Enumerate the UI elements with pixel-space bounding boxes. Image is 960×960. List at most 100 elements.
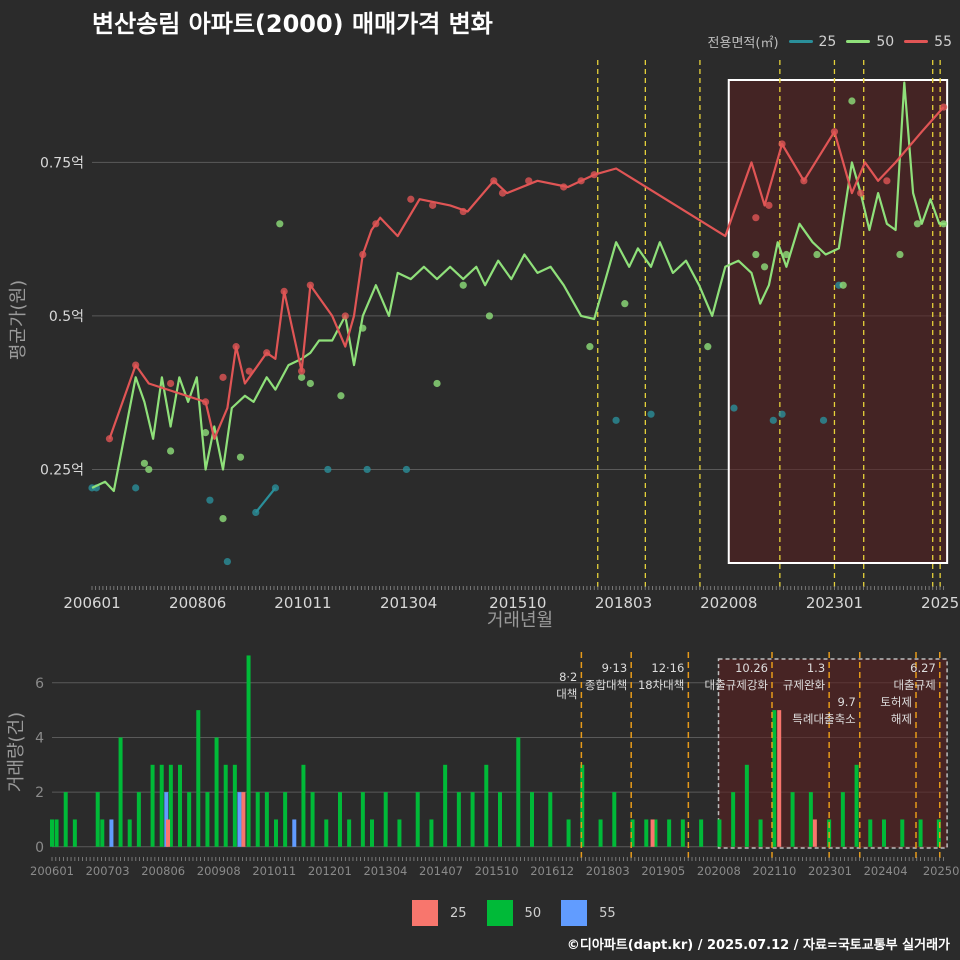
bar-25 [812,819,817,847]
point-25 [206,496,214,504]
bar-50 [936,819,941,847]
bar-50 [100,819,105,847]
bar-50 [383,792,388,847]
legend-bottom-swatch-50 [486,900,513,926]
policy-label: 10.26 [735,661,768,675]
bar-50 [653,819,658,847]
point-55 [752,214,760,222]
bar-x-tick-label: 201011 [252,864,296,878]
bar-x-tick-label: 200806 [141,864,185,878]
bar-x-tick-label: 201407 [419,864,463,878]
bar-50 [397,819,402,847]
series-line-25 [254,487,277,514]
bar-x-tick-label: 201803 [586,864,630,878]
point-25 [402,465,411,474]
point-50 [586,343,594,351]
legend-bottom-swatch-55 [561,900,588,926]
point-50 [704,343,712,351]
point-25 [730,404,738,412]
chart-title: 변산송림 아파트(2000) 매매가격 변화 [92,10,493,38]
bar-50 [214,737,219,847]
bar-50 [310,792,315,847]
point-50 [298,373,306,381]
bar-50 [429,819,434,847]
point-50 [485,312,494,320]
point-55 [167,379,175,388]
bar-50 [63,792,68,847]
x-tick-label: 200806 [169,594,226,612]
point-50 [236,453,245,461]
point-50 [306,379,314,388]
policy-label: 종합대책 [585,678,627,692]
point-55 [245,367,253,375]
point-50 [839,281,847,289]
bar-50 [50,819,54,847]
bar-55 [292,819,297,847]
bar-50 [370,819,374,847]
point-50 [219,514,227,523]
bar-50 [283,792,288,847]
y-tick-label: 0.5억 [49,309,84,325]
policy-label: 6.27 [910,661,936,675]
bar-50 [470,792,475,847]
point-25 [778,410,786,418]
bar-50 [530,792,534,847]
point-25 [612,416,620,424]
bar-50 [205,792,210,847]
bar-50 [324,819,329,847]
point-55 [429,201,437,209]
bar-50 [196,710,201,847]
legend-item-25: 25 [788,34,836,50]
bar-50 [772,710,777,847]
point-55 [883,177,891,185]
point-50 [782,250,791,259]
policy-label: 18차대책 [638,678,684,692]
x-tick-label: 202301 [806,594,863,612]
footer-credit: ©디아파트(dapt.kr) / 2025.07.12 / 자료=국토교통부 실… [566,938,950,953]
point-25 [819,416,828,424]
point-55 [341,312,349,320]
bar-50 [187,792,192,847]
x-tick-label: 201304 [380,594,437,612]
bar-50 [347,819,352,847]
bar-50 [498,792,502,847]
bar-50 [731,792,736,847]
legend-title: 전용면적(㎡) [707,36,779,51]
bar-50 [338,792,342,847]
bar-55 [109,819,114,847]
x-axis-title: 거래년월 [487,610,553,631]
point-50 [459,281,467,289]
bar-50 [223,764,228,847]
point-55 [219,373,227,381]
point-50 [201,429,210,437]
x-tick-label: 202008 [700,594,757,612]
bar-x-tick-label: 201304 [363,864,407,878]
bar-y-tick-label: 2 [35,785,44,801]
bar-x-tick-label: 200908 [197,864,241,878]
policy-label: 1.3 [807,661,825,675]
bar-50 [840,792,845,847]
point-50 [337,392,345,400]
bar-50 [232,764,237,847]
policy-label: 대책 [556,687,577,701]
policy-label: 토허제 [880,695,912,709]
bar-25 [777,710,782,847]
legend-item-55: 55 [904,34,952,50]
bar-50 [758,819,763,847]
bar-x-tick-label: 202008 [697,864,741,878]
bar-x-tick-label: 202404 [864,864,908,878]
highlight-box [727,79,949,564]
bar-50 [118,737,123,847]
bar-50 [178,764,182,847]
bar-x-tick-label: 200703 [86,864,130,878]
legend-swatch-50 [846,40,871,43]
point-50 [752,250,760,259]
bar-x-tick-label: 201612 [530,864,574,878]
point-50 [913,220,922,228]
bar-x-tick-label: 201905 [641,864,685,878]
bar-50 [264,792,269,847]
point-25 [769,416,777,424]
legend-top: 전용면적(㎡) 25 50 55 [707,32,952,52]
bar-50 [598,819,603,847]
